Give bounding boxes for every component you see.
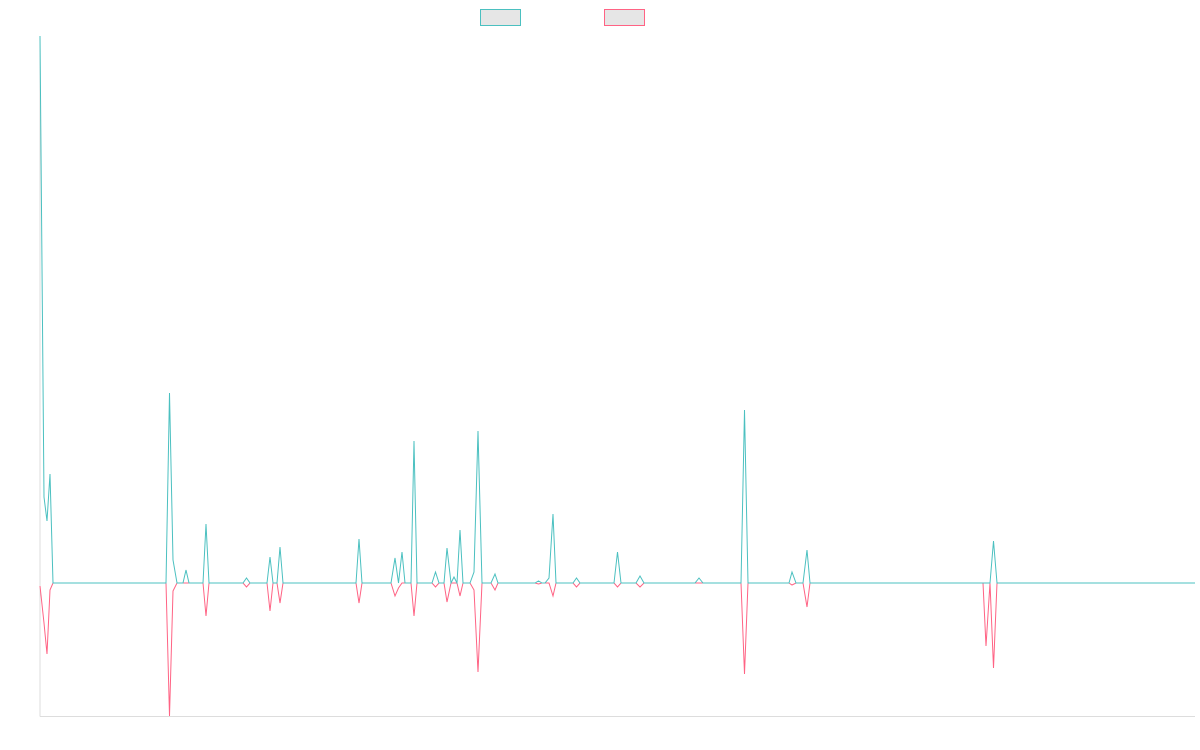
- series-line: [39, 582, 1195, 717]
- series-line: [39, 35, 1195, 585]
- legend-swatch[interactable]: [604, 9, 645, 26]
- legend-swatch[interactable]: [480, 9, 521, 26]
